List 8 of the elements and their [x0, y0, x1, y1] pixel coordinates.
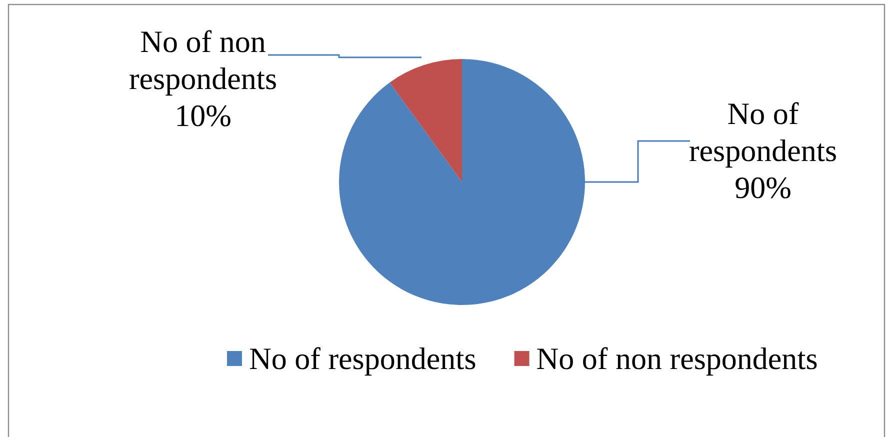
- data-label: 90%: [734, 170, 792, 205]
- data-label: 10%: [174, 98, 232, 133]
- legend-label: No of respondents: [249, 341, 476, 376]
- slice-label: No of respondents: [688, 96, 838, 168]
- pie-slice: [339, 59, 585, 305]
- legend-label: No of non respondents: [536, 341, 818, 376]
- pie-slice: [390, 59, 462, 182]
- slice-label: No of non respondents: [128, 24, 278, 96]
